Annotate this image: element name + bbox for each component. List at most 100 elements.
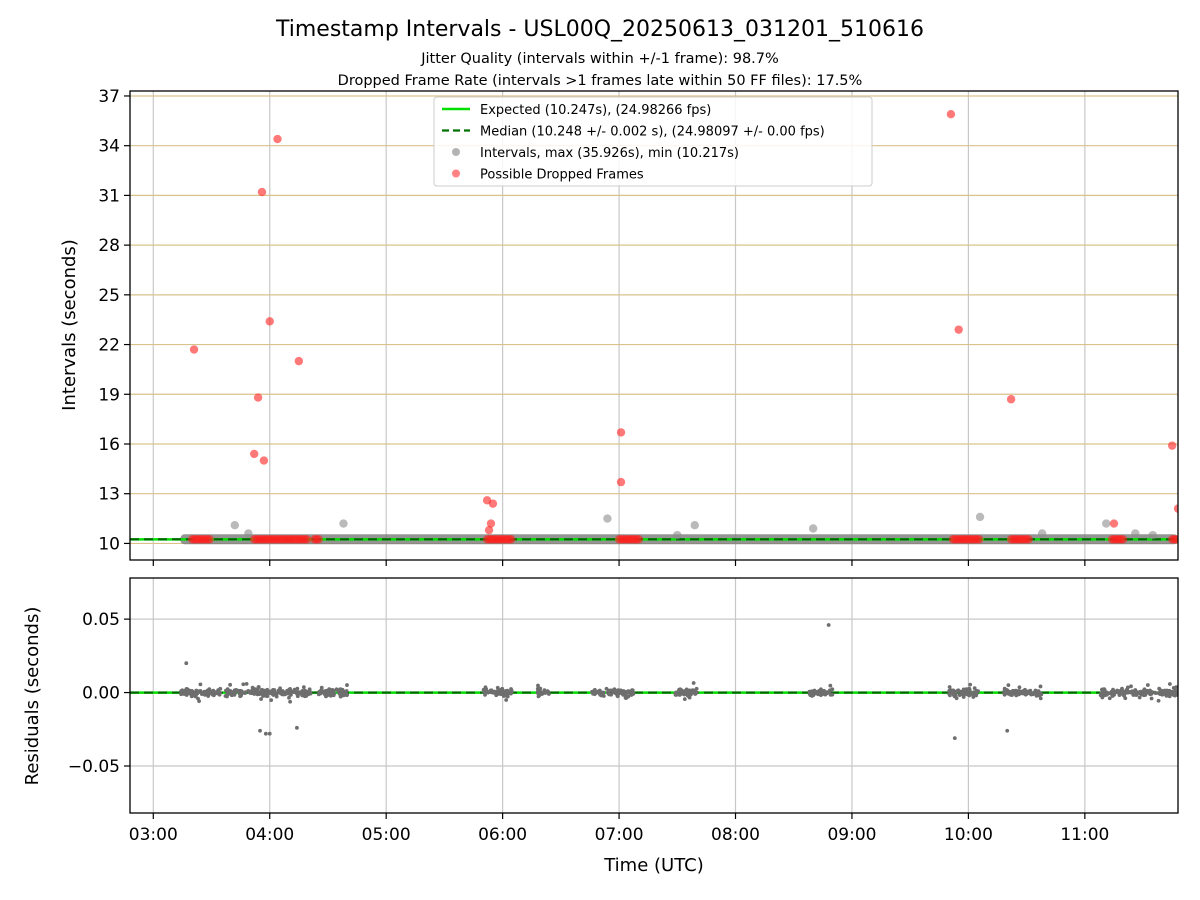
y-tick-label: 31 [98, 186, 120, 206]
legend-label: Possible Dropped Frames [480, 168, 644, 183]
x-tick-label: 03:00 [129, 825, 178, 845]
residual-cluster [947, 682, 980, 701]
y-tick-label: 16 [98, 435, 120, 455]
dropped-frame-point [1173, 504, 1178, 513]
dropped-frame-point [253, 393, 263, 402]
dropped-frame-point [273, 134, 282, 144]
legend-label: Expected (10.247s), (24.98266 fps) [480, 103, 711, 118]
residual-cluster [223, 681, 313, 704]
residual-outlier-point [263, 731, 268, 736]
dropped-frames-cluster [948, 535, 984, 544]
legend-label: Intervals, max (35.926s), min (10.217s) [480, 146, 739, 161]
bottom-ylabel: Residuals (seconds) [22, 607, 43, 786]
y-tick-label: 0.00 [82, 684, 120, 704]
legend: Expected (10.247s), (24.98266 fps) Median… [433, 96, 873, 187]
figure-subtitle-dropped: Dropped Frame Rate (intervals >1 frames … [338, 73, 863, 89]
residual-cluster [807, 683, 835, 698]
dropped-frame-point [1167, 441, 1177, 450]
intervals-panel: 10 13 16 19 22 25 28 31 34 37 [98, 87, 1179, 566]
dropped-frames-cluster [482, 535, 516, 544]
interval-point [244, 529, 253, 538]
dropped-frames-cluster [1006, 535, 1033, 544]
dropped-frame-point [486, 519, 496, 528]
dropped-frame-point [259, 456, 269, 465]
dropped-frames-cluster [1167, 535, 1178, 544]
legend-symbol [452, 169, 460, 178]
y-tick-label: 0.05 [82, 610, 120, 630]
dropped-frame-point [616, 428, 626, 437]
dropped-frame-point [257, 187, 267, 197]
y-tick-label: 19 [98, 385, 120, 405]
legend-symbol [452, 148, 460, 156]
top-ylabel: Intervals (seconds) [59, 239, 80, 411]
residual-cluster [316, 683, 349, 699]
interval-point [1148, 530, 1157, 540]
interval-point [975, 512, 985, 522]
x-tick-label: 06:00 [478, 825, 527, 845]
residual-outlier-point [826, 623, 831, 627]
legend-label: Median (10.248 +/- 0.002 s), (24.98097 +… [480, 125, 825, 140]
residual-cluster [481, 685, 514, 702]
dropped-frame-point [488, 499, 498, 508]
residual-outlier-point [184, 661, 189, 666]
y-tick-label: 28 [98, 236, 120, 256]
x-tick-label: 04:00 [245, 825, 294, 845]
dropped-frame-point [189, 345, 199, 354]
legend-item: Median (10.248 +/- 0.002 s), (24.98097 +… [442, 125, 825, 140]
interval-point [1101, 519, 1111, 528]
interval-point [808, 524, 818, 533]
interval-point [673, 530, 682, 540]
interval-point [1131, 529, 1140, 538]
dropped-frame-point [250, 449, 259, 459]
bottom-xlabel: Time (UTC) [603, 855, 704, 876]
x-tick-label: 08:00 [711, 825, 760, 845]
dropped-frame-point [946, 110, 956, 119]
dropped-frame-point [294, 356, 304, 366]
interval-point [1037, 529, 1047, 538]
top-plot-frame [129, 90, 1179, 561]
legend-item: Intervals, max (35.926s), min (10.217s) [452, 146, 739, 161]
y-tick-label: 34 [98, 137, 120, 157]
dropped-frame-point [954, 325, 963, 334]
x-tick-label: 10:00 [944, 825, 993, 845]
x-tick-label: 07:00 [595, 825, 644, 845]
legend-item: Possible Dropped Frames [452, 168, 644, 183]
dropped-frame-point [616, 477, 626, 487]
residual-outlier-point [1005, 728, 1010, 733]
interval-point [230, 520, 239, 530]
interval-point [339, 519, 348, 528]
y-tick-label: 10 [98, 534, 120, 554]
residual-cluster [179, 682, 223, 704]
residual-cluster [1098, 682, 1178, 703]
x-tick-label: 05:00 [362, 825, 411, 845]
residual-outlier-point [295, 725, 299, 730]
residual-outlier-point [952, 736, 957, 740]
interval-point [690, 520, 699, 530]
x-tick-label: 11:00 [1060, 825, 1109, 845]
dropped-frames-cluster [614, 535, 644, 544]
y-tick-label: −0.05 [68, 757, 120, 777]
y-tick-label: 37 [98, 87, 120, 107]
residual-outlier-point [267, 731, 272, 736]
legend-item: Expected (10.247s), (24.98266 fps) [442, 103, 711, 118]
y-tick-label: 25 [98, 286, 120, 306]
dropped-frame-point [1109, 519, 1119, 528]
dropped-frame-point [484, 525, 494, 535]
bottom-plot-frame [129, 577, 1179, 814]
dropped-frames-cluster [1107, 535, 1128, 544]
figure-subtitle-jitter: Jitter Quality (intervals within +/-1 fr… [420, 51, 779, 67]
dropped-frames-cluster [187, 535, 214, 544]
residual-cluster [535, 683, 551, 699]
figure-title: Timestamp Intervals - USL00Q_20250613_03… [275, 17, 924, 42]
residuals-panel: 03:00 04:00 05:00 06:00 07:00 08:00 09:00 10:00… [68, 577, 1179, 845]
dropped-frames-cluster [250, 535, 312, 544]
dropped-frame-point [1006, 395, 1016, 404]
dropped-frame-point [265, 317, 274, 326]
x-tick-label: 09:00 [827, 825, 876, 845]
residual-cluster [673, 681, 699, 702]
residual-cluster [590, 686, 636, 701]
legend-box [433, 96, 873, 187]
residual-outlier-point [258, 728, 262, 733]
dropped-frames-cluster [310, 535, 323, 544]
